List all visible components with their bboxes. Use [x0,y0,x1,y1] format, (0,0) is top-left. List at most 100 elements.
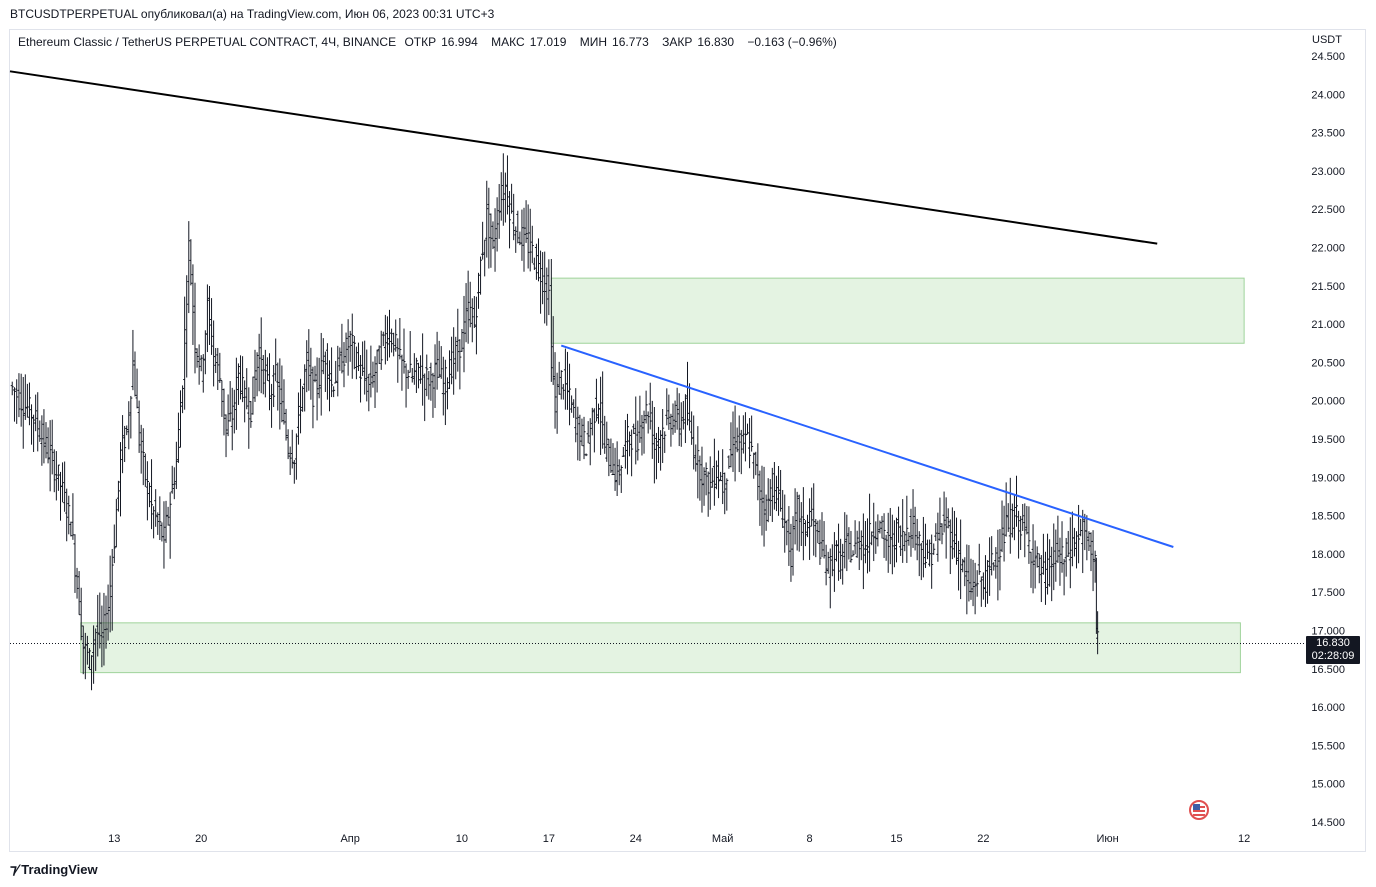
candle [1054,529,1058,582]
candle [489,213,493,268]
candle [632,423,636,435]
candle [592,408,596,453]
candle [172,467,176,500]
candle [975,570,979,597]
candle [727,455,731,469]
candle [986,560,990,604]
candle [381,331,385,347]
candle [712,438,716,506]
price-axis: 14.500 15.000 15.500 16.000 16.500 17.000 17.5… [1311,51,1345,829]
candle [141,428,145,486]
candle [719,471,723,482]
candle [164,500,168,543]
candle [830,544,834,577]
candle [251,376,255,415]
candle [181,385,185,414]
candle [863,520,867,564]
candle [923,523,927,569]
candle [448,350,452,389]
candle [942,491,946,533]
candle [408,331,412,373]
candle [824,544,828,586]
candle [162,501,166,569]
candle [520,209,524,261]
candle [36,392,40,452]
candle [419,355,423,384]
candle [234,357,238,430]
candle [152,506,156,539]
candle [623,419,627,469]
candle [278,358,282,430]
candle [677,393,681,447]
candle [183,296,187,410]
y-tick-label: 23.000 [1311,166,1345,178]
candle [959,519,963,600]
us-flag-icon[interactable] [1189,800,1209,820]
candle [199,355,203,372]
candle [394,319,398,352]
candle [263,349,267,398]
candle [44,422,48,459]
candle [414,357,418,393]
candle [706,471,710,517]
currency-label[interactable]: USDT [1312,34,1342,46]
candle [12,387,16,422]
candle [410,367,414,383]
low-value: МИН 16.773 [579,35,649,49]
candle [1037,553,1041,584]
footer-brand[interactable]: ⁊⁄ TradingView [10,861,98,878]
candle [884,534,888,561]
candle [1068,517,1072,589]
candle [954,517,958,565]
candle [214,348,218,374]
candle [760,465,764,536]
candle [220,379,224,417]
candle [166,506,170,526]
candle [398,317,402,360]
candle [526,204,530,269]
candle [683,394,687,444]
candle [369,345,373,398]
candle [872,502,876,562]
candle [1017,510,1021,559]
candle [847,527,851,560]
candle [150,459,154,530]
candle [621,446,625,457]
candle [247,387,251,449]
candle [282,379,286,425]
candle [582,416,586,460]
y-tick-label: 21.500 [1311,281,1345,293]
candle [40,415,44,466]
candle [619,465,623,493]
candle [102,592,106,666]
candle [630,429,634,477]
candle [56,464,60,491]
candle [944,497,948,559]
candle [855,530,859,558]
candle [597,403,601,424]
candle [876,514,880,547]
candle [1029,551,1033,588]
candle [228,381,232,422]
candle [772,462,776,510]
candle [303,364,307,412]
candle [253,349,257,402]
candle [427,371,431,400]
zone-1 [80,622,1241,674]
candle [1072,527,1076,557]
candle [685,361,689,426]
candle [470,298,474,343]
y-tick-label: 19.500 [1311,434,1345,446]
candle [348,330,352,362]
candle [106,584,110,641]
candle [723,472,727,515]
candle [601,371,605,449]
candle [754,451,758,476]
candle [832,532,836,592]
y-tick-label: 15.000 [1311,779,1345,791]
candle [714,460,718,490]
candle [330,347,334,398]
candle [429,362,433,401]
candle [878,520,882,534]
